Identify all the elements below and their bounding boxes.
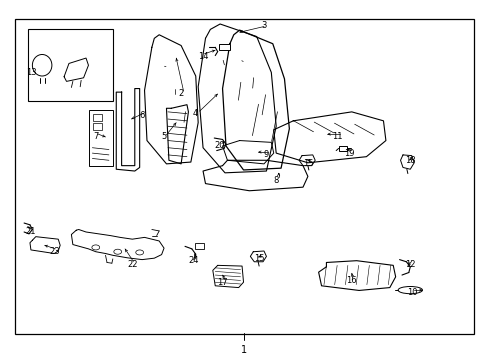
Bar: [93, 123, 102, 130]
Bar: [15, 19, 473, 334]
Ellipse shape: [136, 250, 143, 255]
Text: 24: 24: [188, 256, 198, 265]
Ellipse shape: [114, 249, 122, 254]
Bar: [194, 243, 203, 249]
Text: 9: 9: [264, 150, 268, 159]
Text: 11: 11: [331, 132, 342, 141]
Text: 18: 18: [404, 156, 415, 165]
Text: 23: 23: [49, 247, 60, 256]
Text: 12: 12: [404, 260, 415, 269]
Bar: [338, 146, 346, 151]
Text: 13: 13: [25, 68, 36, 77]
Text: 4: 4: [193, 109, 198, 118]
Ellipse shape: [32, 54, 52, 76]
Text: 3: 3: [261, 21, 266, 30]
Text: 1: 1: [241, 345, 247, 355]
Text: 6: 6: [139, 111, 144, 120]
Text: 5: 5: [161, 132, 166, 141]
Text: 8: 8: [273, 176, 278, 185]
Text: 19: 19: [344, 149, 354, 158]
Text: 15: 15: [253, 255, 264, 264]
Ellipse shape: [397, 287, 422, 294]
Text: 10: 10: [407, 288, 417, 297]
Text: 17: 17: [217, 278, 227, 287]
Bar: [219, 44, 229, 50]
Text: 14: 14: [198, 52, 208, 61]
Text: 15: 15: [302, 159, 312, 168]
Bar: [27, 30, 113, 101]
Text: 22: 22: [127, 260, 137, 269]
Bar: [89, 110, 113, 166]
Text: 2: 2: [178, 89, 183, 98]
Text: 20: 20: [214, 141, 225, 150]
Text: 16: 16: [346, 276, 356, 285]
Bar: [93, 114, 102, 121]
Text: 7: 7: [93, 132, 98, 141]
Ellipse shape: [92, 245, 100, 250]
Text: 21: 21: [26, 228, 36, 237]
